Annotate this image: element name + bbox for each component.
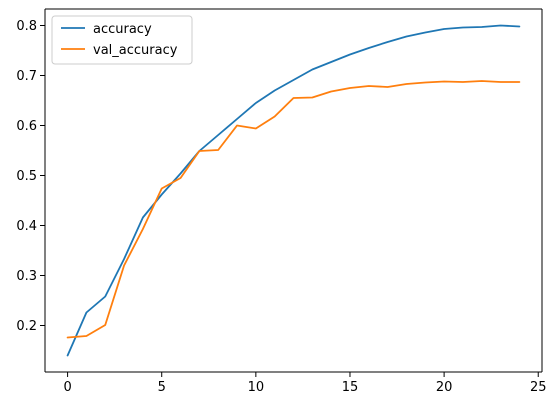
axes-layer (44, 8, 543, 373)
y-tick-label: 0.8 (16, 19, 37, 34)
x-tick-label: 5 (158, 380, 166, 395)
x-tick-label: 15 (342, 380, 359, 395)
y-tick-label: 0.4 (16, 219, 37, 234)
y-tick-label: 0.5 (16, 169, 37, 184)
x-ticks: 0 5 10 15 20 25 (63, 372, 547, 395)
x-tick-label: 10 (248, 380, 265, 395)
y-ticks: 0.2 0.3 0.4 0.5 0.6 0.7 0.8 (16, 19, 45, 334)
y-tick-label: 0.6 (16, 119, 37, 134)
y-tick-label: 0.3 (16, 269, 37, 284)
legend-label-val-accuracy: val_accuracy (93, 43, 178, 58)
legend-box (51, 15, 193, 65)
x-tick-label: 0 (63, 380, 71, 395)
legend-label-accuracy: accuracy (93, 22, 152, 37)
y-tick-label: 0.2 (16, 319, 37, 334)
series-line-val-accuracy (66, 80, 521, 339)
x-tick-label: 20 (436, 380, 453, 395)
y-tick-label: 0.7 (16, 69, 37, 84)
x-tick-label: 25 (530, 380, 547, 395)
plot-area (45, 9, 542, 372)
legend: accuracy val_accuracy (51, 15, 193, 65)
series-line-accuracy (66, 24, 521, 357)
series-layer (66, 24, 521, 357)
